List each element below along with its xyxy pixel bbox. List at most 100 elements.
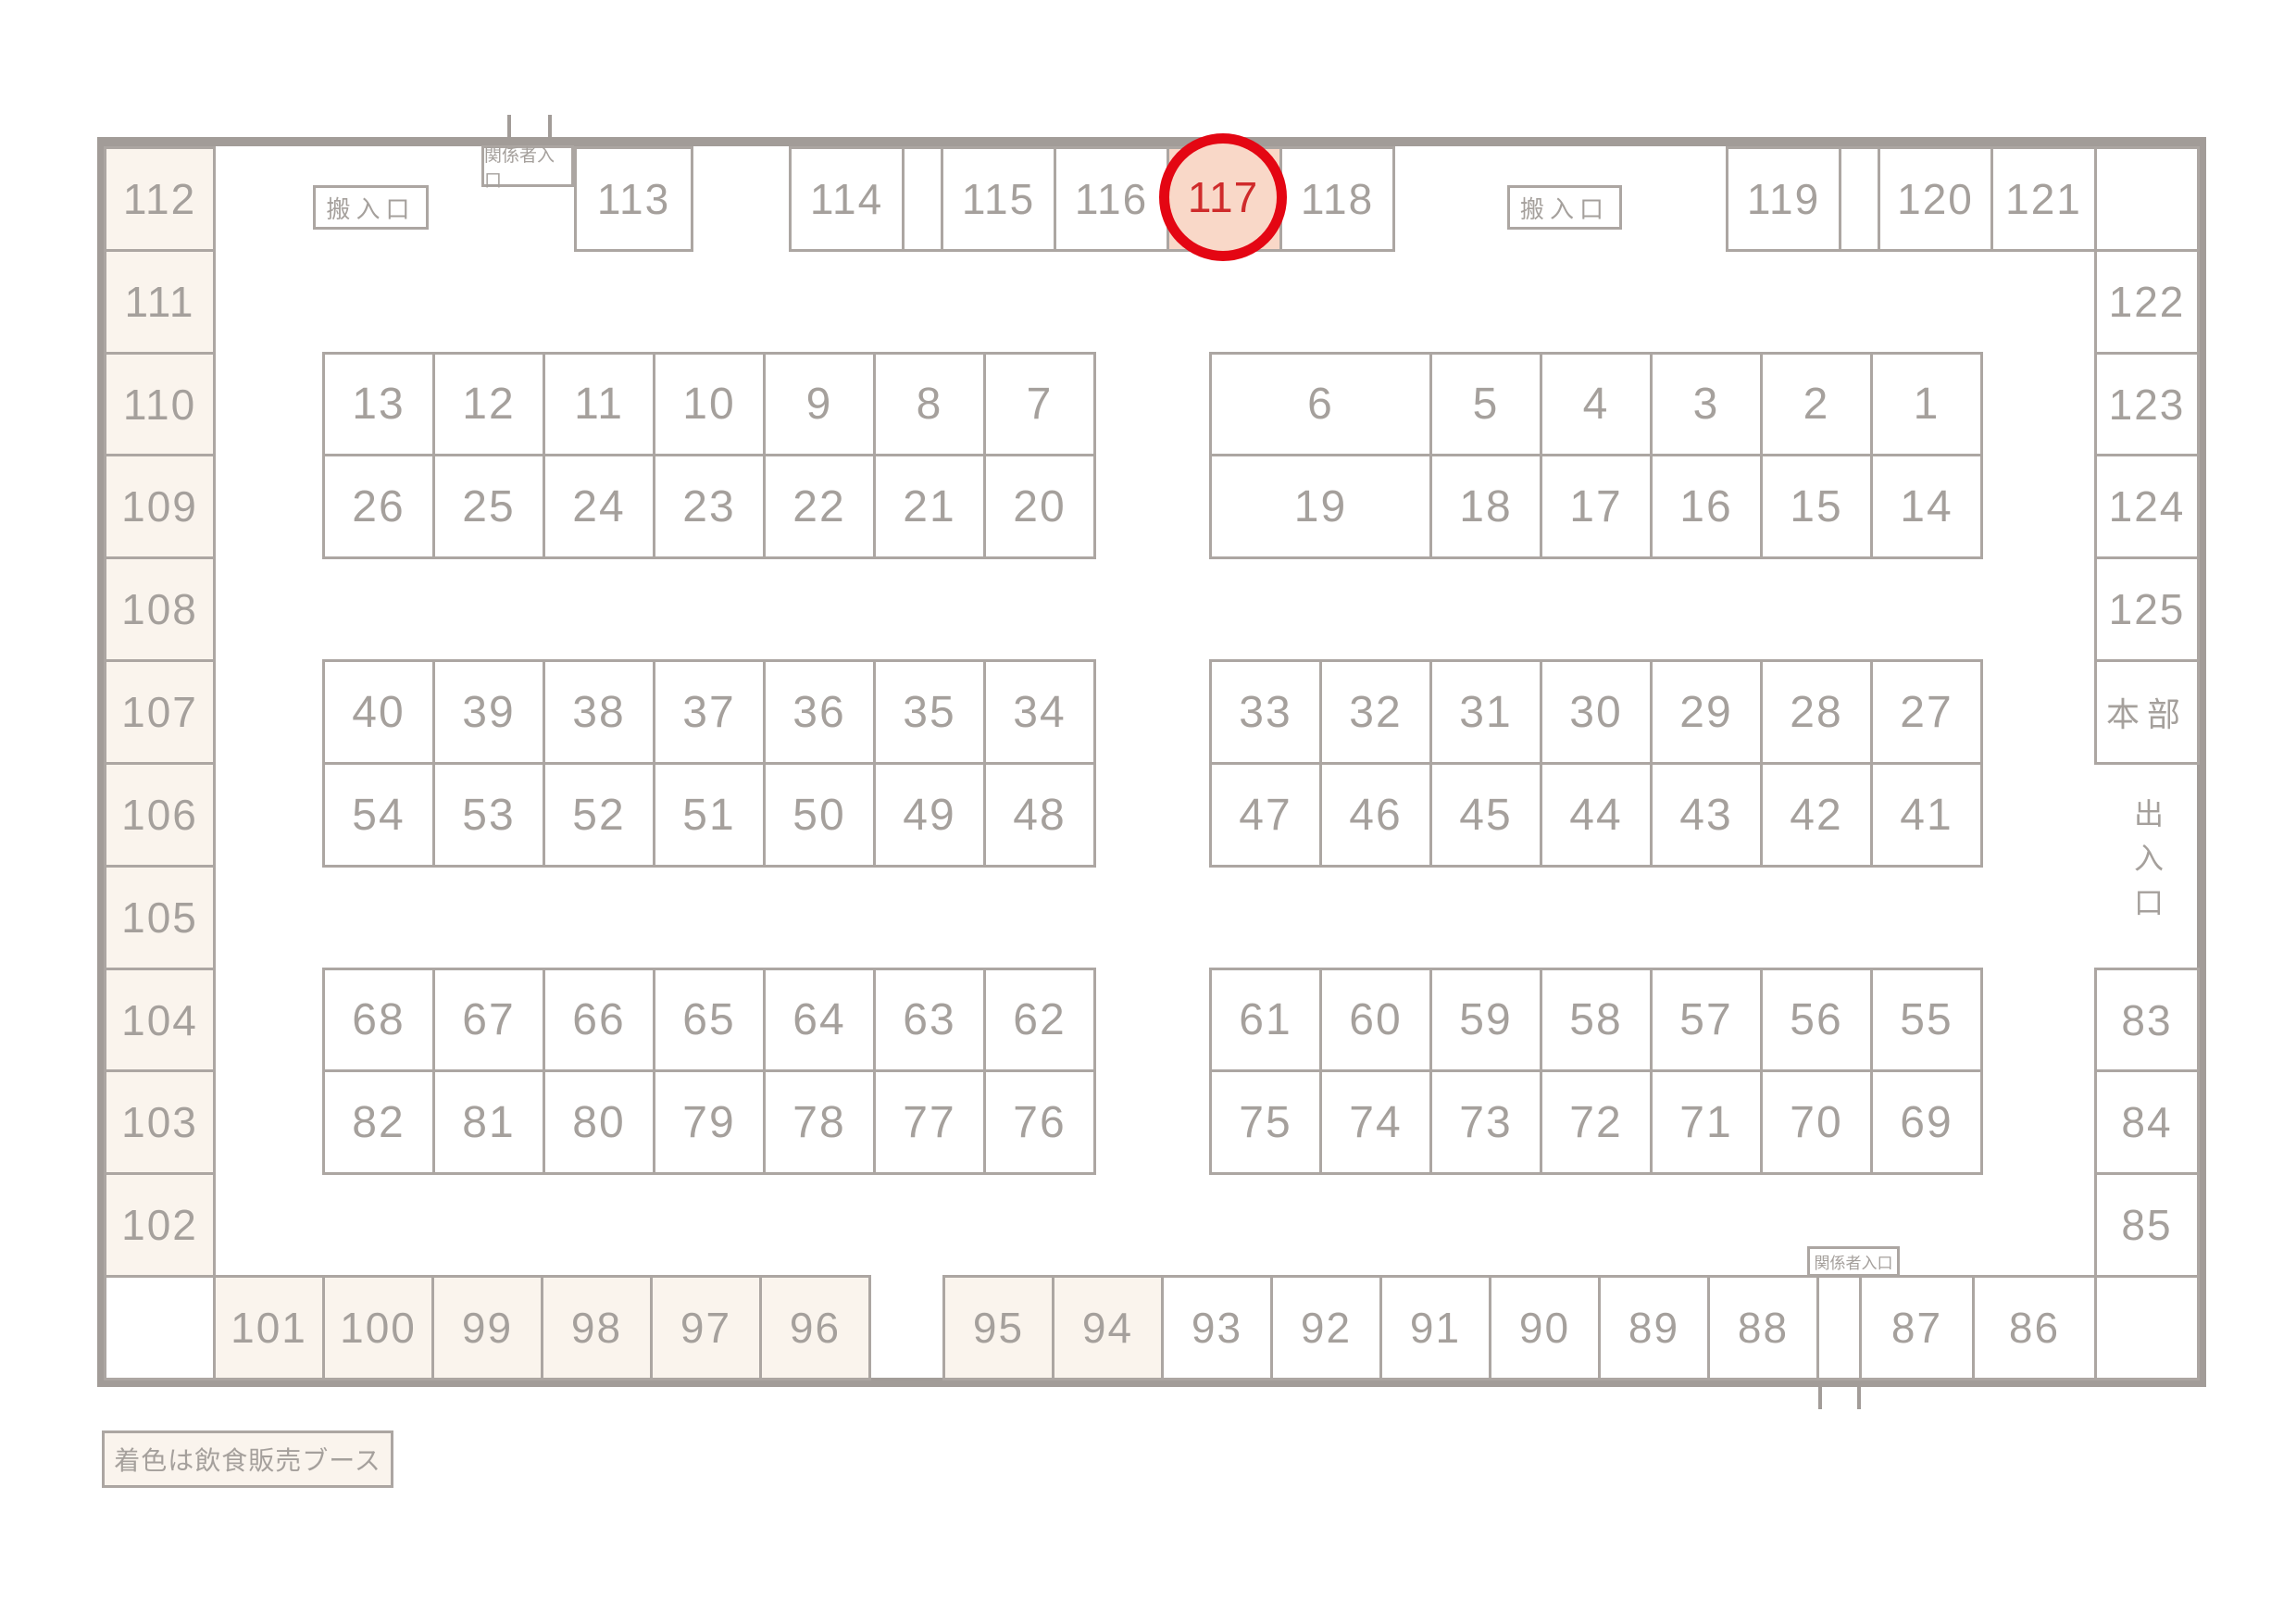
booth-13: 13 [322, 352, 435, 456]
booth-54: 54 [322, 762, 435, 868]
booth-38: 38 [543, 659, 655, 765]
booth-80: 80 [543, 1069, 655, 1175]
booth-36: 36 [763, 659, 876, 765]
booth-93: 93 [1161, 1275, 1273, 1380]
booth-124: 124 [2094, 454, 2200, 559]
booth-41: 41 [1870, 762, 1983, 868]
booth-33: 33 [1209, 659, 1322, 765]
booth-43: 43 [1650, 762, 1763, 868]
booth-45: 45 [1429, 762, 1542, 868]
booth-40: 40 [322, 659, 435, 765]
booth-105: 105 [104, 865, 216, 970]
booth-3: 3 [1650, 352, 1763, 456]
booth-104: 104 [104, 968, 216, 1072]
booth-52: 52 [543, 762, 655, 868]
booth-125: 125 [2094, 556, 2200, 662]
booth-86: 86 [1972, 1275, 2097, 1380]
booth-17: 17 [1540, 454, 1653, 559]
booth-94: 94 [1052, 1275, 1164, 1380]
booth-60: 60 [1319, 968, 1432, 1072]
booth-51: 51 [653, 762, 766, 868]
highlighted-booth-label: 117 [1187, 173, 1259, 221]
booth-111: 111 [104, 249, 216, 355]
booth-75: 75 [1209, 1069, 1322, 1175]
booth-34: 34 [983, 659, 1096, 765]
booth-4: 4 [1540, 352, 1653, 456]
booth-91: 91 [1379, 1275, 1491, 1380]
booth-47: 47 [1209, 762, 1322, 868]
booth-115: 115 [941, 146, 1056, 252]
booth-99: 99 [431, 1275, 543, 1380]
door-tick [548, 115, 552, 137]
booth-116: 116 [1054, 146, 1169, 252]
booth-64: 64 [763, 968, 876, 1072]
booth-44: 44 [1540, 762, 1653, 868]
booth-103: 103 [104, 1069, 216, 1175]
empty-cell [1816, 1275, 1862, 1380]
booth-55: 55 [1870, 968, 1983, 1072]
staff-entrance-bottom: 関係者入口 [1807, 1246, 1900, 1277]
booth-70: 70 [1760, 1069, 1873, 1175]
booth-84: 84 [2094, 1069, 2200, 1175]
booth-69: 69 [1870, 1069, 1983, 1175]
booth-11: 11 [543, 352, 655, 456]
booth-72: 72 [1540, 1069, 1653, 1175]
booth-8: 8 [873, 352, 986, 456]
booth-100: 100 [322, 1275, 434, 1380]
booth-63: 63 [873, 968, 986, 1072]
booth-79: 79 [653, 1069, 766, 1175]
booth-88: 88 [1707, 1275, 1819, 1380]
booth-48: 48 [983, 762, 1096, 868]
booth-32: 32 [1319, 659, 1432, 765]
booth-5: 5 [1429, 352, 1542, 456]
booth-98: 98 [541, 1275, 653, 1380]
booth-6: 6 [1209, 352, 1432, 456]
booth-85: 85 [2094, 1172, 2200, 1278]
booth-121: 121 [1990, 146, 2097, 252]
booth-101: 101 [213, 1275, 325, 1380]
booth-107: 107 [104, 659, 216, 765]
booth-119: 119 [1726, 146, 1841, 252]
booth-23: 23 [653, 454, 766, 559]
booth-65: 65 [653, 968, 766, 1072]
exit-label: 出入口 [2130, 798, 2164, 931]
booth-26: 26 [322, 454, 435, 559]
booth-本部: 本部 [2094, 659, 2200, 765]
booth-120: 120 [1878, 146, 1993, 252]
booth-58: 58 [1540, 968, 1653, 1072]
staff-entrance-top: 関係者入口 [481, 145, 574, 191]
booth-109: 109 [104, 454, 216, 559]
booth-20: 20 [983, 454, 1096, 559]
booth-123: 123 [2094, 352, 2200, 456]
empty-cell [2094, 146, 2200, 252]
legend-box: 着色は飲食販売ブース [102, 1430, 393, 1488]
booth-31: 31 [1429, 659, 1542, 765]
booth-59: 59 [1429, 968, 1542, 1072]
booth-27: 27 [1870, 659, 1983, 765]
booth-56: 56 [1760, 968, 1873, 1072]
booth-77: 77 [873, 1069, 986, 1175]
door-tick [507, 115, 511, 137]
empty-cell [902, 146, 943, 252]
door-tick [1818, 1387, 1822, 1409]
empty-cell [2094, 1275, 2200, 1380]
booth-92: 92 [1270, 1275, 1382, 1380]
booth-81: 81 [432, 1069, 545, 1175]
booth-16: 16 [1650, 454, 1763, 559]
booth-62: 62 [983, 968, 1096, 1072]
booth-87: 87 [1859, 1275, 1975, 1380]
carry-in-entrance-right: 搬入口 [1507, 185, 1622, 230]
booth-49: 49 [873, 762, 986, 868]
booth-122: 122 [2094, 249, 2200, 355]
booth-37: 37 [653, 659, 766, 765]
door-tick [1857, 1387, 1861, 1409]
booth-42: 42 [1760, 762, 1873, 868]
booth-112: 112 [104, 146, 216, 252]
booth-110: 110 [104, 352, 216, 456]
booth-89: 89 [1598, 1275, 1710, 1380]
booth-30: 30 [1540, 659, 1653, 765]
booth-74: 74 [1319, 1069, 1432, 1175]
booth-67: 67 [432, 968, 545, 1072]
booth-114: 114 [789, 146, 905, 252]
